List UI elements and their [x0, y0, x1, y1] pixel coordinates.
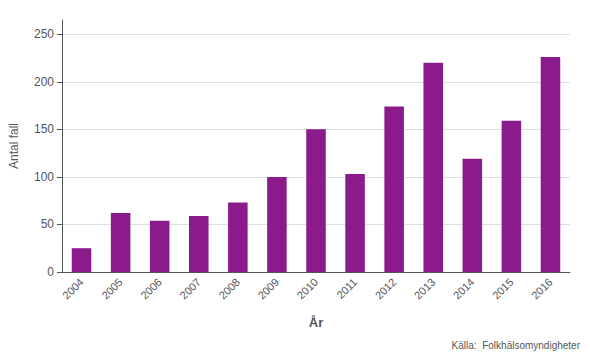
svg-text:250: 250: [34, 27, 54, 41]
svg-text:Antal fall: Antal fall: [7, 123, 21, 169]
svg-text:2016: 2016: [529, 276, 555, 302]
svg-text:2010: 2010: [294, 276, 320, 302]
svg-text:År: År: [309, 315, 323, 330]
svg-text:0: 0: [47, 265, 54, 279]
svg-text:2006: 2006: [138, 276, 164, 302]
svg-text:150: 150: [34, 122, 54, 136]
svg-text:200: 200: [34, 75, 54, 89]
svg-text:2014: 2014: [451, 276, 477, 302]
svg-text:100: 100: [34, 170, 54, 184]
svg-text:2015: 2015: [490, 276, 516, 302]
svg-text:2005: 2005: [99, 276, 125, 302]
svg-text:2009: 2009: [255, 276, 281, 302]
svg-text:50: 50: [41, 217, 55, 231]
svg-text:2012: 2012: [373, 276, 399, 302]
svg-text:2011: 2011: [334, 276, 359, 301]
svg-text:2008: 2008: [216, 276, 242, 302]
svg-text:2007: 2007: [177, 276, 203, 302]
svg-text:2013: 2013: [412, 276, 438, 302]
svg-text:2004: 2004: [60, 276, 86, 302]
svg-text:Källa: Folkhälsomyndigheter: Källa: Folkhälsomyndigheter: [452, 340, 581, 351]
